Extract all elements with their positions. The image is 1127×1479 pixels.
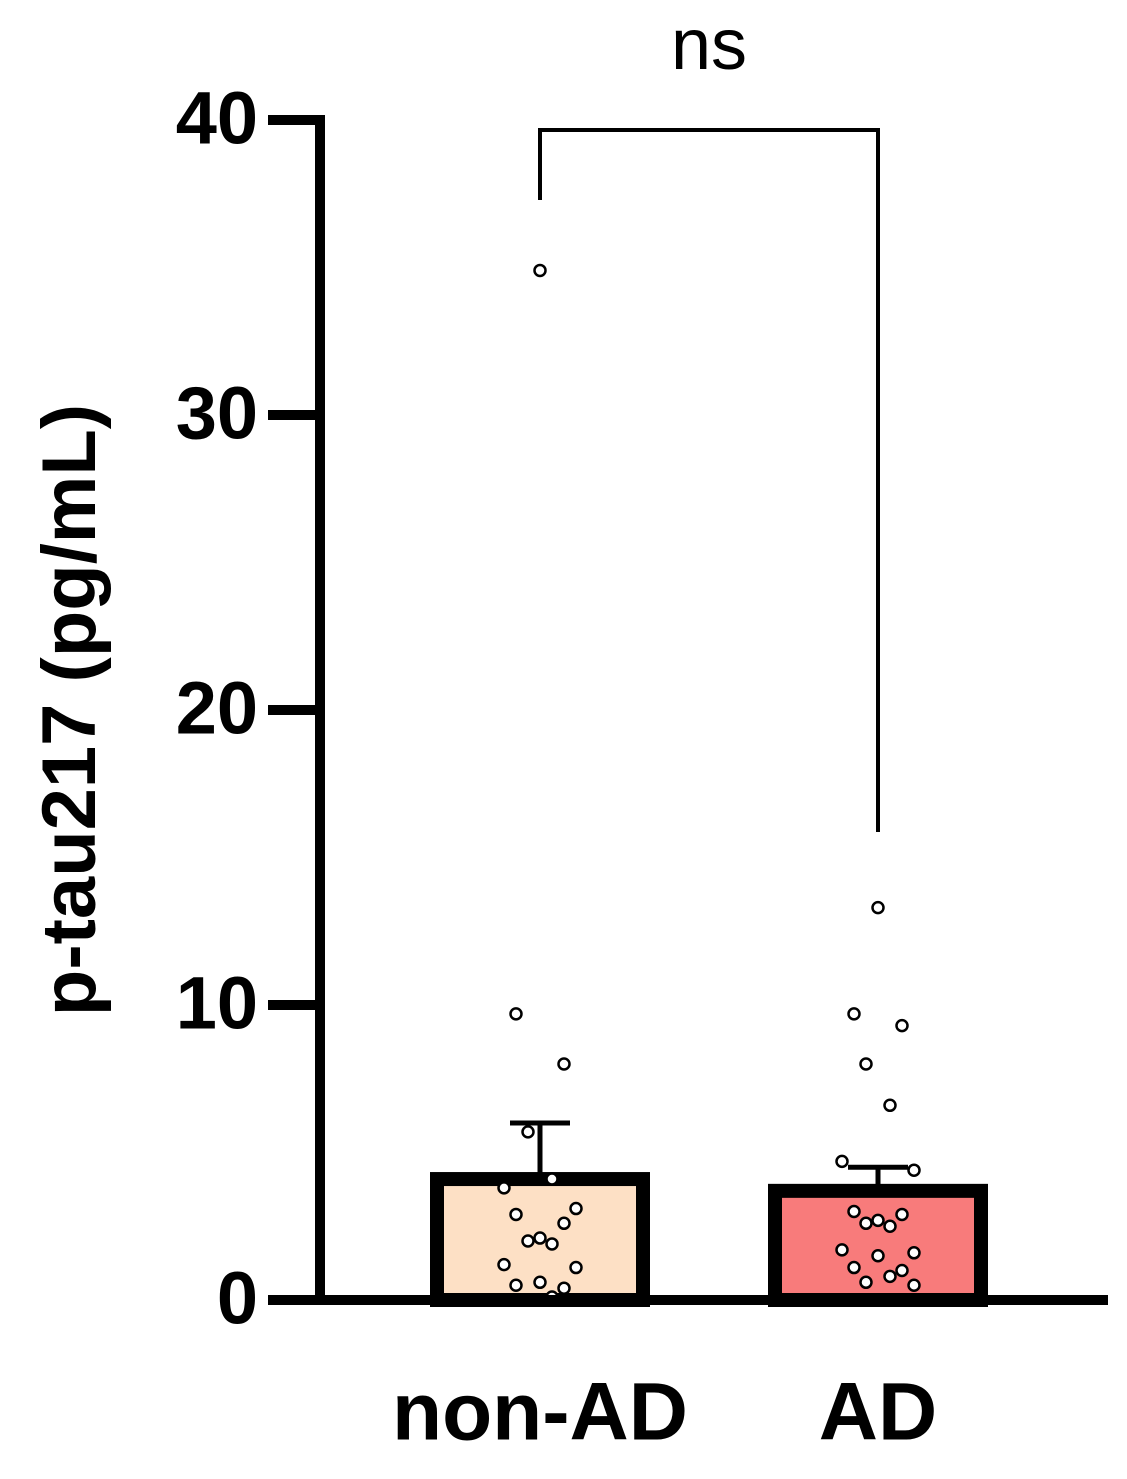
data-point (835, 1243, 849, 1257)
data-point (859, 1057, 873, 1071)
y-tick-label: 0 (217, 1257, 258, 1340)
data-point (883, 1219, 897, 1233)
data-point (533, 1275, 547, 1290)
data-point (871, 1249, 885, 1263)
data-point (883, 1269, 897, 1284)
data-point (859, 1275, 873, 1290)
data-point (847, 1007, 861, 1021)
data-point (895, 1263, 909, 1278)
data-point (835, 1154, 849, 1169)
data-point (907, 1246, 921, 1260)
y-axis-label: p-tau217 (pg/mL) (27, 404, 112, 1016)
data-point (883, 1098, 897, 1113)
y-tick-label: 20 (176, 667, 258, 750)
data-point (509, 1278, 523, 1292)
data-point (509, 1007, 523, 1021)
data-point (847, 1260, 861, 1275)
data-point (907, 1278, 921, 1292)
data-point (871, 900, 885, 915)
data-point (895, 1018, 909, 1033)
data-point (545, 1237, 559, 1251)
data-point (557, 1281, 571, 1295)
data-point (907, 1163, 921, 1177)
data-point (557, 1057, 571, 1071)
data-point (569, 1201, 583, 1216)
x-tick-label: non-AD (392, 1367, 688, 1458)
data-point (895, 1207, 909, 1222)
data-point (859, 1216, 873, 1231)
y-tick-label: 30 (176, 372, 258, 455)
data-point (557, 1216, 571, 1231)
data-point (533, 263, 547, 278)
bar (768, 1183, 988, 1307)
significance-bracket (538, 128, 880, 832)
data-point (497, 1181, 511, 1195)
significance-label: ns (671, 5, 747, 85)
data-point (569, 1260, 583, 1275)
data-point (871, 1213, 885, 1228)
data-point (545, 1172, 559, 1186)
data-point (509, 1207, 523, 1222)
y-tick-label: 10 (176, 962, 258, 1045)
data-point (521, 1234, 535, 1248)
data-point (533, 1231, 547, 1245)
data-point (497, 1257, 511, 1272)
y-tick-label: 40 (176, 77, 258, 160)
x-tick-label: AD (819, 1367, 937, 1458)
data-point (521, 1125, 535, 1139)
data-point (847, 1204, 861, 1219)
